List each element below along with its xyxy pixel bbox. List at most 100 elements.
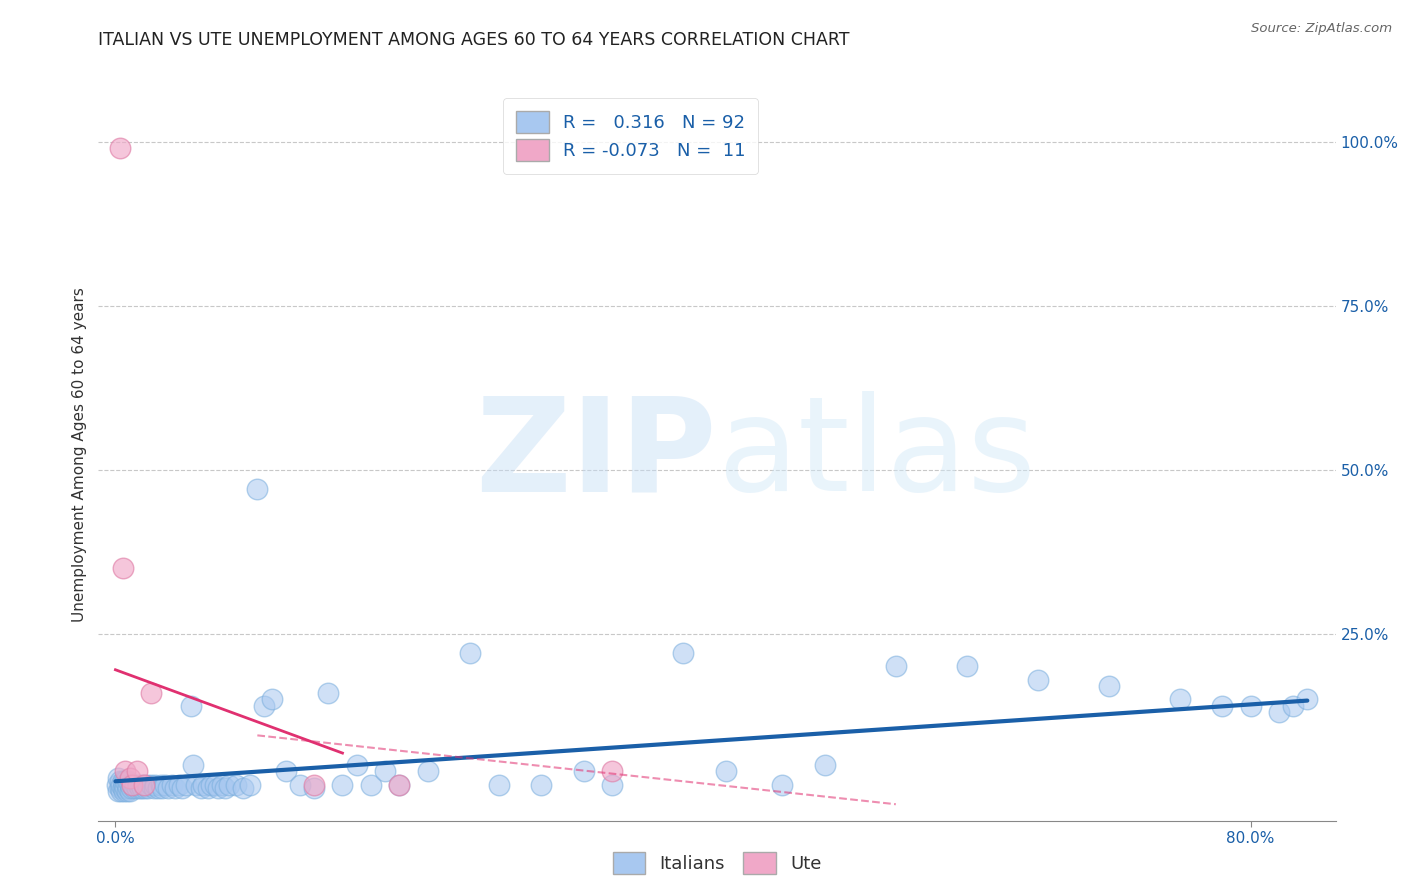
Point <box>125 780 148 795</box>
Point <box>115 784 138 798</box>
Point <box>288 778 311 792</box>
Point <box>1026 673 1049 687</box>
Point <box>211 778 233 792</box>
Point <box>125 764 148 779</box>
Point <box>124 778 146 792</box>
Point <box>1239 698 1261 713</box>
Point <box>132 778 155 792</box>
Point <box>1282 698 1305 713</box>
Point <box>114 780 136 795</box>
Point <box>112 778 135 792</box>
Point <box>112 784 135 798</box>
Point <box>600 764 623 779</box>
Point <box>374 764 396 779</box>
Point <box>110 778 132 792</box>
Point <box>122 780 145 795</box>
Point <box>214 780 236 795</box>
Point <box>108 774 131 789</box>
Point <box>169 778 191 792</box>
Point <box>160 778 183 792</box>
Point <box>232 780 254 795</box>
Point <box>360 778 382 792</box>
Point <box>190 780 212 795</box>
Point <box>128 780 150 795</box>
Point <box>302 778 325 792</box>
Point <box>135 778 157 792</box>
Point <box>107 784 129 798</box>
Point <box>770 778 793 792</box>
Point <box>884 659 907 673</box>
Text: ITALIAN VS UTE UNEMPLOYMENT AMONG AGES 60 TO 64 YEARS CORRELATION CHART: ITALIAN VS UTE UNEMPLOYMENT AMONG AGES 6… <box>98 31 849 49</box>
Point <box>149 778 172 792</box>
Point <box>150 780 173 795</box>
Point <box>346 757 368 772</box>
Point <box>316 686 339 700</box>
Point <box>197 780 219 795</box>
Point <box>163 780 186 795</box>
Legend: Italians, Ute: Italians, Ute <box>606 845 828 881</box>
Point <box>274 764 297 779</box>
Point <box>107 771 129 785</box>
Point <box>1268 706 1291 720</box>
Text: ZIP: ZIP <box>475 392 717 518</box>
Point <box>139 778 162 792</box>
Point <box>672 646 695 660</box>
Point <box>129 778 152 792</box>
Point <box>572 764 595 779</box>
Point <box>1098 679 1121 693</box>
Point <box>139 686 162 700</box>
Point <box>110 784 132 798</box>
Point <box>1168 692 1191 706</box>
Point <box>118 771 141 785</box>
Point <box>111 561 134 575</box>
Point <box>814 757 837 772</box>
Point <box>111 780 134 795</box>
Point <box>1211 698 1233 713</box>
Point <box>136 780 159 795</box>
Point <box>186 778 208 792</box>
Point <box>302 780 325 795</box>
Point <box>218 778 240 792</box>
Point <box>388 778 411 792</box>
Point <box>131 780 153 795</box>
Point <box>127 778 149 792</box>
Point <box>956 659 979 673</box>
Point <box>207 780 229 795</box>
Text: atlas: atlas <box>717 392 1036 518</box>
Point <box>117 780 139 795</box>
Point <box>111 774 134 789</box>
Point <box>714 764 737 779</box>
Point <box>193 778 215 792</box>
Point <box>132 778 155 792</box>
Point <box>1296 692 1319 706</box>
Point <box>121 778 143 792</box>
Point <box>142 780 165 795</box>
Point <box>225 778 247 792</box>
Point <box>253 698 276 713</box>
Y-axis label: Unemployment Among Ages 60 to 64 years: Unemployment Among Ages 60 to 64 years <box>72 287 87 623</box>
Point <box>416 764 439 779</box>
Point <box>121 778 143 792</box>
Point <box>108 141 131 155</box>
Point <box>134 780 156 795</box>
Point <box>600 778 623 792</box>
Point <box>117 774 139 789</box>
Point <box>239 778 262 792</box>
Point <box>153 778 176 792</box>
Point <box>200 778 222 792</box>
Point <box>458 646 481 660</box>
Point <box>530 778 553 792</box>
Point <box>108 780 131 795</box>
Point <box>156 780 179 795</box>
Point <box>260 692 283 706</box>
Point <box>388 778 411 792</box>
Point <box>146 780 169 795</box>
Point <box>118 784 141 798</box>
Point <box>172 780 194 795</box>
Text: Source: ZipAtlas.com: Source: ZipAtlas.com <box>1251 22 1392 36</box>
Point <box>120 780 142 795</box>
Point <box>105 778 128 792</box>
Point <box>143 778 166 792</box>
Point <box>246 483 269 497</box>
Point <box>114 774 136 789</box>
